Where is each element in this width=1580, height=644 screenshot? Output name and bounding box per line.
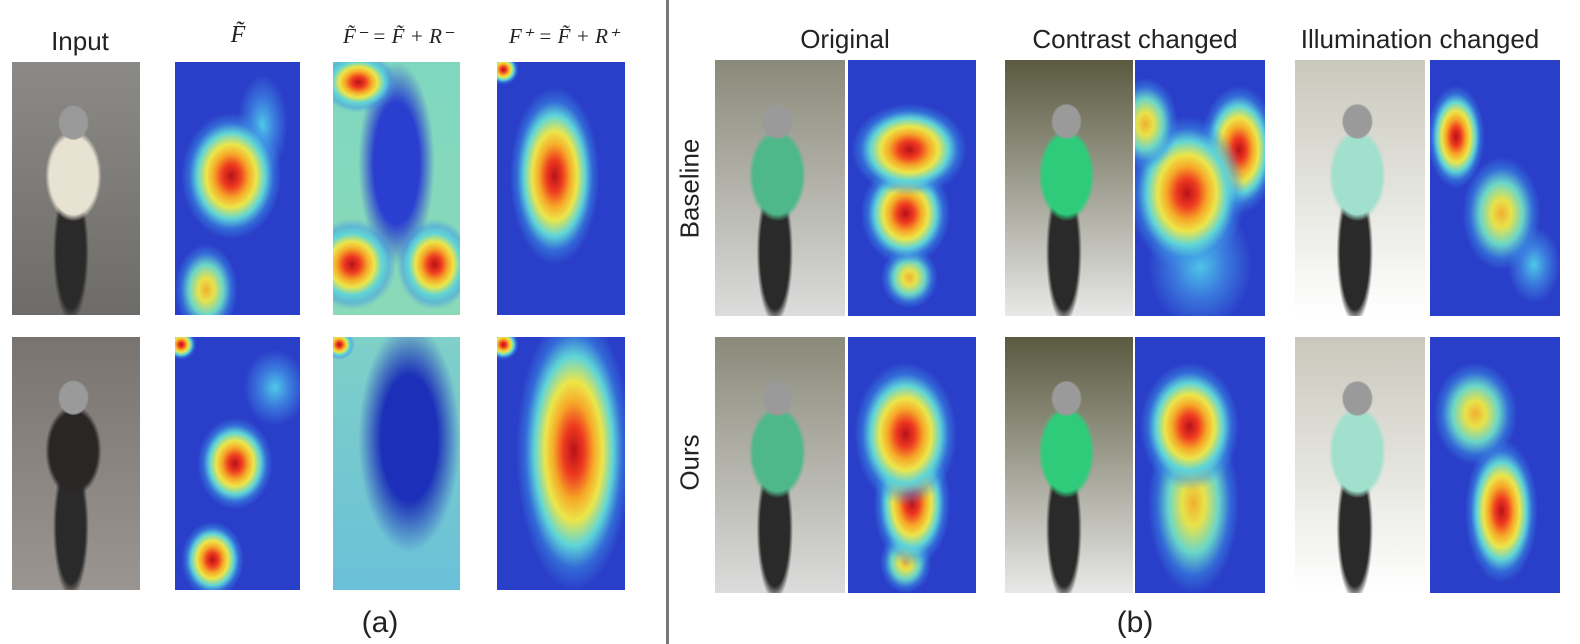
heatmap: [333, 62, 460, 315]
photo: [715, 337, 845, 593]
heatmap: [848, 60, 976, 316]
photo: [1005, 60, 1133, 316]
column-label: F̃⁻ = F̃ + R⁻: [318, 24, 478, 49]
column-label: Original: [745, 24, 945, 55]
column-label: Illumination changed: [1270, 24, 1570, 55]
column-label: F̃: [178, 22, 298, 49]
divider: [666, 0, 669, 644]
heatmap: [175, 62, 300, 315]
caption: (b): [1095, 606, 1175, 640]
photo: [1295, 337, 1425, 593]
heatmap: [497, 337, 625, 590]
column-label: Contrast changed: [1005, 24, 1265, 55]
heatmap: [333, 337, 460, 590]
heatmap: [1135, 60, 1265, 316]
column-label: F⁺ = F̃ + R⁺: [484, 24, 644, 49]
heatmap: [1430, 337, 1560, 593]
photo: [715, 60, 845, 316]
figure: Input F̃ F̃⁻ = F̃ + R⁻ F⁺ = F̃ + R⁺ (a) …: [0, 0, 1580, 644]
heatmap: [175, 337, 300, 590]
row-label: Baseline: [675, 129, 706, 249]
heatmap: [1430, 60, 1560, 316]
photo: [12, 337, 140, 590]
photo: [12, 62, 140, 315]
heatmap: [1135, 337, 1265, 593]
heatmap: [848, 337, 976, 593]
caption: (a): [340, 606, 420, 640]
row-label: Ours: [675, 403, 706, 523]
heatmap: [497, 62, 625, 315]
photo: [1005, 337, 1133, 593]
photo: [1295, 60, 1425, 316]
column-label: Input: [20, 26, 140, 57]
